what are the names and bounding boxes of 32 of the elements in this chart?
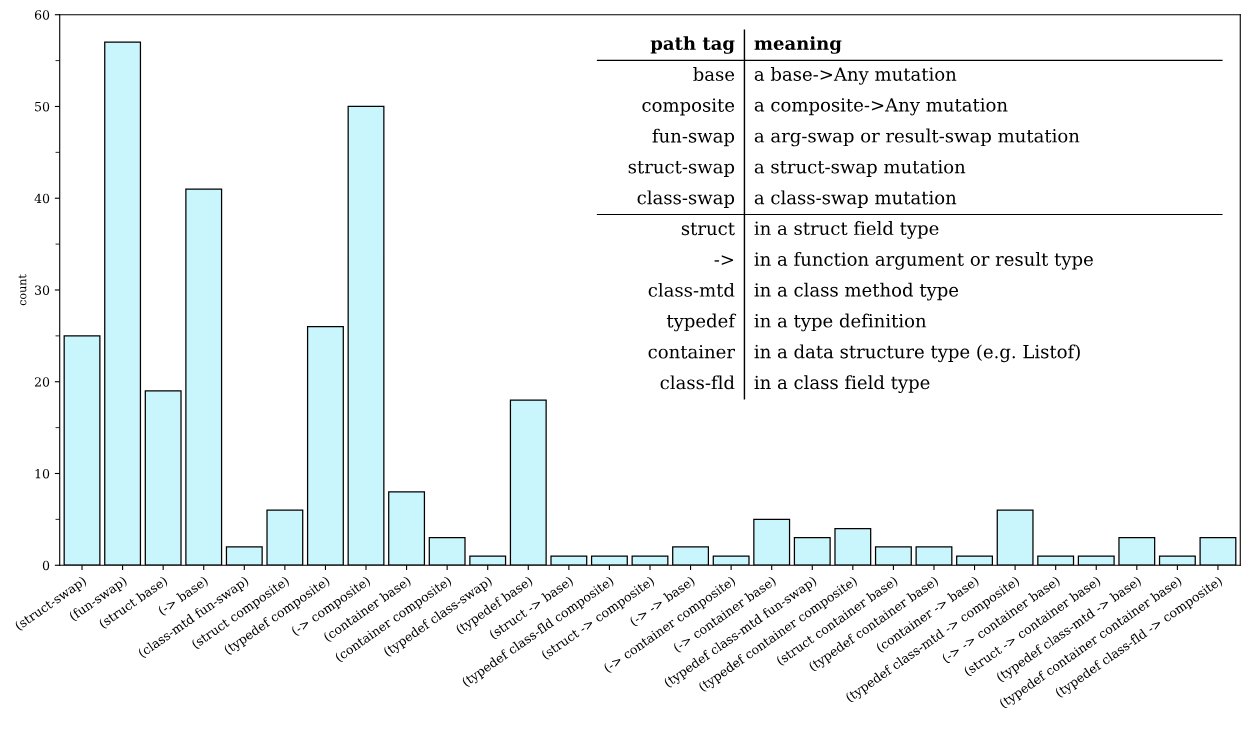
annotation: in a data structure type (e.g. Listof) xyxy=(754,344,1080,363)
y-tick-label: 10 xyxy=(35,468,50,479)
annotation: typedef xyxy=(666,313,737,332)
annotation: a base->Any mutation xyxy=(754,66,957,85)
annotation: class-mtd xyxy=(648,282,735,297)
annotation: in a class field type xyxy=(754,375,930,393)
annotation: composite xyxy=(642,98,735,116)
annotation: container xyxy=(648,344,735,359)
annotation: in a type definition xyxy=(754,313,927,332)
annotation: a composite->Any mutation xyxy=(754,98,1008,116)
y-tick-label: 20 xyxy=(34,377,50,387)
y-tick-label: 0 xyxy=(42,560,50,571)
annotation: fun-swap xyxy=(652,128,735,147)
annotation: path tag xyxy=(650,36,735,54)
annotation: in a function argument or result type xyxy=(754,251,1093,270)
annotation: class-fld xyxy=(660,375,735,390)
annotation: in a class method type xyxy=(754,282,959,301)
annotation: a arg-swap or result-swap mutation xyxy=(754,128,1080,147)
annotation: class-swap xyxy=(637,190,735,208)
annotation: a struct-swap mutation xyxy=(754,160,966,178)
annotation: base xyxy=(693,67,735,82)
y-tick-label: 40 xyxy=(34,193,50,204)
annotation: in a struct field type xyxy=(754,221,939,239)
annotation: meaning xyxy=(754,36,842,54)
annotation: struct-swap xyxy=(628,161,735,178)
y-tick-label: 60 xyxy=(34,10,50,20)
annotation: a class-swap mutation xyxy=(754,190,957,208)
y-axis-title: count xyxy=(18,274,27,306)
y-tick-label: 50 xyxy=(35,101,50,112)
annotation: -> xyxy=(714,255,734,265)
y-tick-label: 30 xyxy=(35,285,50,295)
annotation: struct xyxy=(681,222,735,236)
